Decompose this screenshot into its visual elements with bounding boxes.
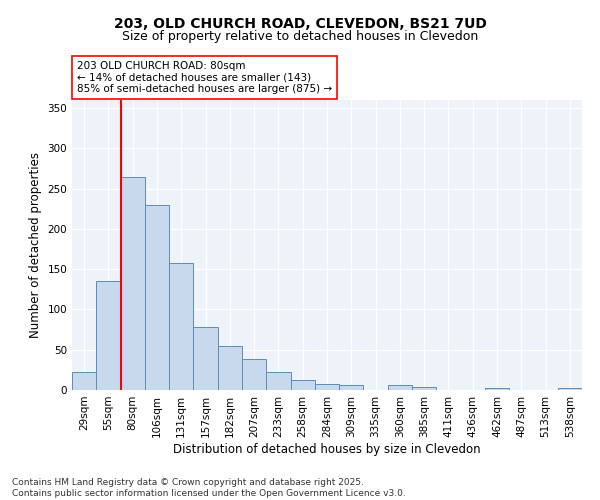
X-axis label: Distribution of detached houses by size in Clevedon: Distribution of detached houses by size … <box>173 442 481 456</box>
Bar <box>169 262 193 390</box>
Bar <box>266 372 290 390</box>
Text: 203, OLD CHURCH ROAD, CLEVEDON, BS21 7UD: 203, OLD CHURCH ROAD, CLEVEDON, BS21 7UD <box>113 18 487 32</box>
Bar <box>558 388 582 390</box>
Bar <box>412 387 436 390</box>
Text: Size of property relative to detached houses in Clevedon: Size of property relative to detached ho… <box>122 30 478 43</box>
Y-axis label: Number of detached properties: Number of detached properties <box>29 152 42 338</box>
Text: Contains HM Land Registry data © Crown copyright and database right 2025.
Contai: Contains HM Land Registry data © Crown c… <box>12 478 406 498</box>
Bar <box>72 372 96 390</box>
Bar <box>339 385 364 390</box>
Bar <box>388 385 412 390</box>
Bar <box>121 176 145 390</box>
Bar <box>242 360 266 390</box>
Text: 203 OLD CHURCH ROAD: 80sqm
← 14% of detached houses are smaller (143)
85% of sem: 203 OLD CHURCH ROAD: 80sqm ← 14% of deta… <box>77 61 332 94</box>
Bar <box>96 281 121 390</box>
Bar <box>218 346 242 390</box>
Bar <box>485 388 509 390</box>
Bar <box>315 384 339 390</box>
Bar <box>145 204 169 390</box>
Bar <box>290 380 315 390</box>
Bar <box>193 327 218 390</box>
